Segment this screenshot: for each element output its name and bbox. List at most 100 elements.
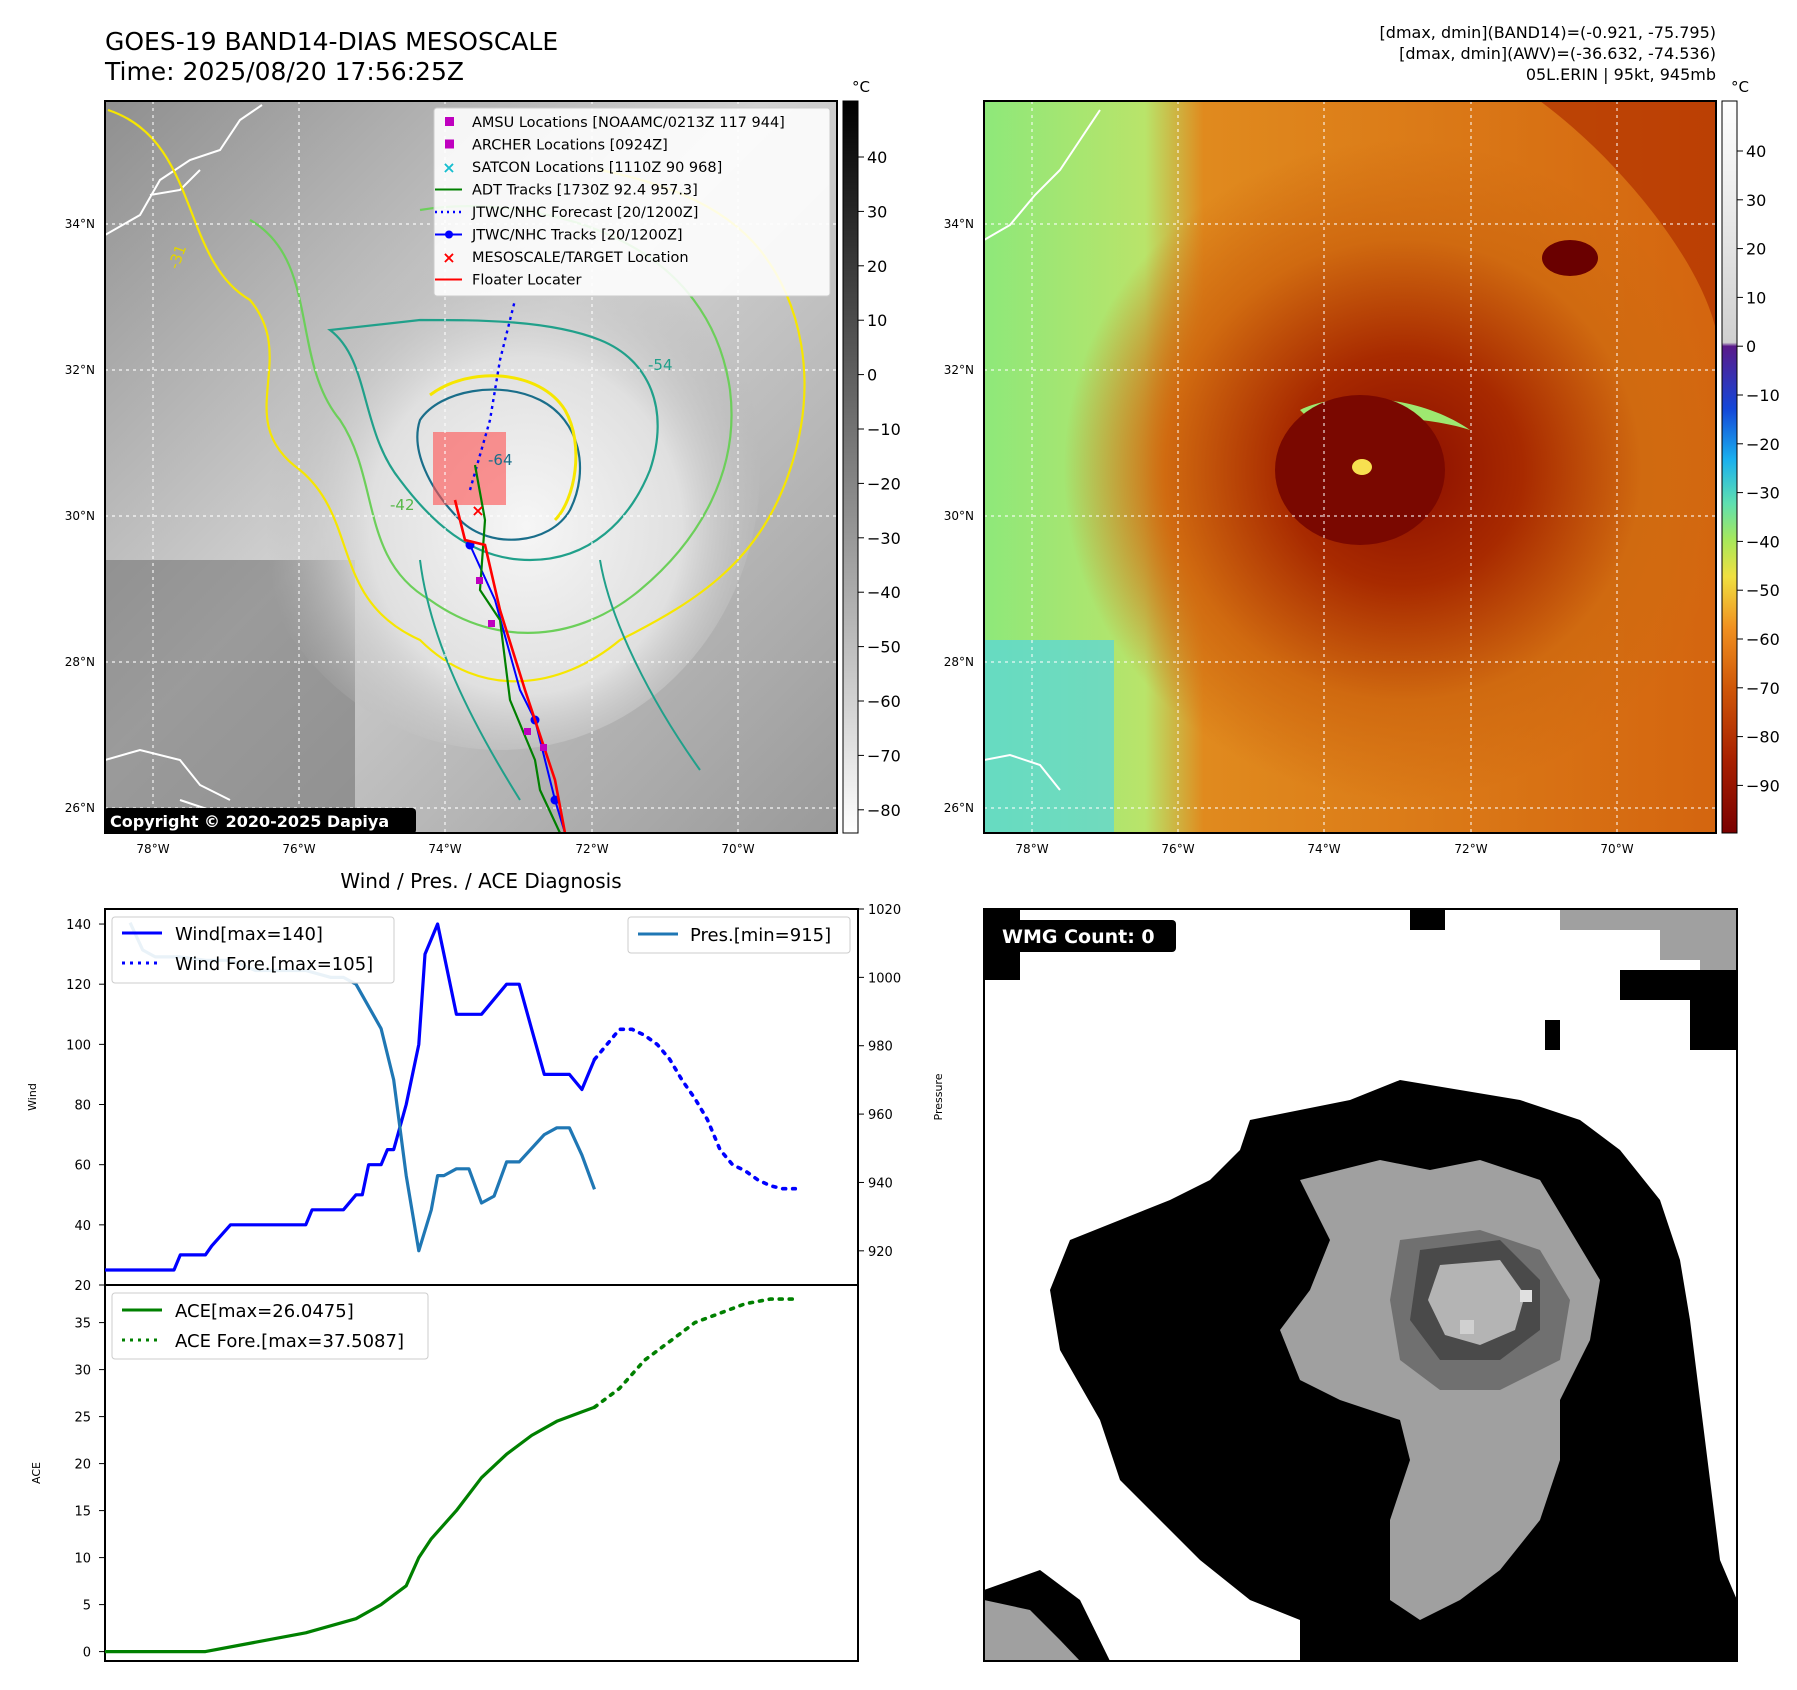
longitude-label: 76°W <box>282 842 315 856</box>
pressure-tick-label: 980 <box>868 1040 893 1055</box>
ir-map-frame <box>104 100 838 834</box>
ace-axis-label: ACE <box>30 1462 43 1484</box>
awv-colorbar: °C 40 30 20 10 0 −10 −20 −30 −40 −50 −60 −70 −80 −90 <box>1721 78 1780 834</box>
awv-colorbar-tick: 40 <box>1746 142 1766 161</box>
awv-colorbar-tick: −40 <box>1746 532 1780 551</box>
latitude-label: 30°N <box>944 509 974 523</box>
wind-legend-label: Wind[max=140] <box>175 924 323 945</box>
contour-outer-yellow <box>107 108 806 683</box>
map-legend-label: JTWC/NHC Tracks [20/1200Z] <box>471 228 683 244</box>
awv-colorbar-unit: °C <box>1731 78 1749 96</box>
ace-forecast-legend-label: ACE Fore.[max=37.5087] <box>175 1331 404 1352</box>
map-legend-item: × SATCON Locations [1110Z 90 968] <box>442 158 722 177</box>
y-tick-label: 10 <box>74 1552 91 1567</box>
ir-colorbar-tick: −10 <box>867 420 901 439</box>
awv-colorbar-tick: −20 <box>1746 435 1780 454</box>
map-legend-item: JTWC/NHC Tracks [20/1200Z] <box>435 228 683 244</box>
pressure-tick-label: 960 <box>868 1108 893 1123</box>
awv-map-grid <box>984 101 1716 833</box>
map-legend-item: ADT Tracks [1730Z 92.4 957.3] <box>435 183 698 199</box>
ir-colorbar-tick: −50 <box>867 638 901 657</box>
map-legend <box>433 107 831 297</box>
awv-colorbar-tick: −10 <box>1746 386 1780 405</box>
y-tick-label: 5 <box>83 1599 91 1614</box>
map-legend-item: Floater Locater <box>435 273 581 289</box>
latitude-label: 32°N <box>65 363 95 377</box>
awv-dry-region-sw <box>984 640 1114 833</box>
y-tick-label: 20 <box>74 1279 91 1294</box>
ir-colorbar-tick: 40 <box>867 148 887 167</box>
stats-line-awv: [dmax, dmin](AWV)=(-36.632, -74.536) <box>1399 44 1716 63</box>
awv-colorbar-tick: −80 <box>1746 728 1780 747</box>
pressure-legend-label: Pres.[min=915] <box>690 925 831 946</box>
awv-dark-spot <box>1542 240 1598 276</box>
legend-x-marker: × <box>442 158 455 177</box>
y-tick-label: 140 <box>66 918 91 933</box>
awv-colorbar-tick: −50 <box>1746 581 1780 600</box>
contour-label-minus-42: -42 <box>390 496 415 514</box>
copyright-text: Copyright © 2020-2025 Dapiya <box>110 812 389 831</box>
y-tick-label: 0 <box>83 1646 91 1661</box>
latitude-label: 34°N <box>944 217 974 231</box>
target-marker: × <box>471 501 484 520</box>
amsu-points <box>476 577 547 751</box>
longitude-label: 72°W <box>1454 842 1487 856</box>
map-legend-label: Floater Locater <box>472 273 581 289</box>
ace-legend <box>111 1292 429 1360</box>
awv-colorbar-tick: −70 <box>1746 679 1780 698</box>
contour-label-minus-54: -54 <box>648 356 673 374</box>
wind-forecast-legend-label: Wind Fore.[max=105] <box>175 954 373 975</box>
series-line-ace <box>105 1405 596 1654</box>
awv-colorbar-tick: −30 <box>1746 484 1780 503</box>
awv-colorbar-tick: 0 <box>1746 337 1756 356</box>
y-tick-label: 30 <box>74 1364 91 1379</box>
map-legend-label: SATCON Locations [1110Z 90 968] <box>472 160 722 176</box>
y-tick-label: 20 <box>74 1458 91 1473</box>
awv-coastline <box>984 109 1101 791</box>
pressure-tick-label: 920 <box>868 1245 893 1260</box>
contour-label-minus-64: -64 <box>488 451 513 469</box>
latitude-label: 28°N <box>944 655 974 669</box>
pressure-tick-label: 1020 <box>868 903 901 918</box>
longitude-label: 74°W <box>1307 842 1340 856</box>
y-tick-label: 25 <box>74 1411 91 1426</box>
storm-info: 05L.ERIN | 95kt, 945mb <box>1526 65 1716 84</box>
y-tick-label: 100 <box>66 1038 91 1053</box>
wmg-count-label: WMG Count: 0 <box>1002 926 1155 948</box>
y-tick-label: 35 <box>74 1317 91 1332</box>
awv-colorbar-tick: −90 <box>1746 776 1780 795</box>
map-legend-label: ADT Tracks [1730Z 92.4 957.3] <box>472 183 698 199</box>
ir-colorbar-tick: 20 <box>867 257 887 276</box>
y-tick-label: 120 <box>66 978 91 993</box>
stats-line-band14: [dmax, dmin](BAND14)=(-0.921, -75.795) <box>1380 23 1716 42</box>
map-legend-item: × MESOSCALE/TARGET Location <box>442 248 688 267</box>
awv-colorbar-tick: 10 <box>1746 288 1766 307</box>
y-tick-label: 40 <box>74 1219 91 1234</box>
longitude-label: 70°W <box>721 842 754 856</box>
adt-track <box>473 464 561 833</box>
ace-chart: 0 5 10 15 20 25 30 35 ACE ACE[max=26.0475] ACE … <box>30 1284 859 1662</box>
contour-south-band <box>419 559 701 801</box>
contour-eyewall-yellow <box>429 374 578 522</box>
map-legend-label: ARCHER Locations [0924Z] <box>472 138 668 154</box>
ir-colorbar-tick: 0 <box>867 366 877 385</box>
legend-square-marker <box>445 139 454 149</box>
jtwc-track <box>469 544 566 833</box>
map-legend-label: MESOSCALE/TARGET Location <box>472 250 689 266</box>
ir-colorbar-tick: −20 <box>867 474 901 493</box>
ir-colorbar-tick: 10 <box>867 311 887 330</box>
y-tick-label: 60 <box>74 1159 91 1174</box>
wind-pressure-chart: 20 40 60 80 100 120 140 920 940 960 980 1000 1020 Wi… <box>26 903 945 1294</box>
y-tick-label: 15 <box>74 1505 91 1520</box>
ir-colorbar-tick: −60 <box>867 692 901 711</box>
diagnosis-title: Wind / Pres. / ACE Diagnosis <box>340 869 621 893</box>
longitude-label: 76°W <box>1161 842 1194 856</box>
wmg-image <box>984 909 1737 1661</box>
ir-colorbar-tick: −30 <box>867 529 901 548</box>
latitude-label: 28°N <box>65 655 95 669</box>
floater-track <box>453 499 567 833</box>
ir-colorbar: °C 40 30 20 10 0 −10 −20 −30 −40 −50 −60 −70 −80 <box>842 78 901 834</box>
longitude-label: 78°W <box>136 842 169 856</box>
legend-square-marker <box>445 117 454 126</box>
